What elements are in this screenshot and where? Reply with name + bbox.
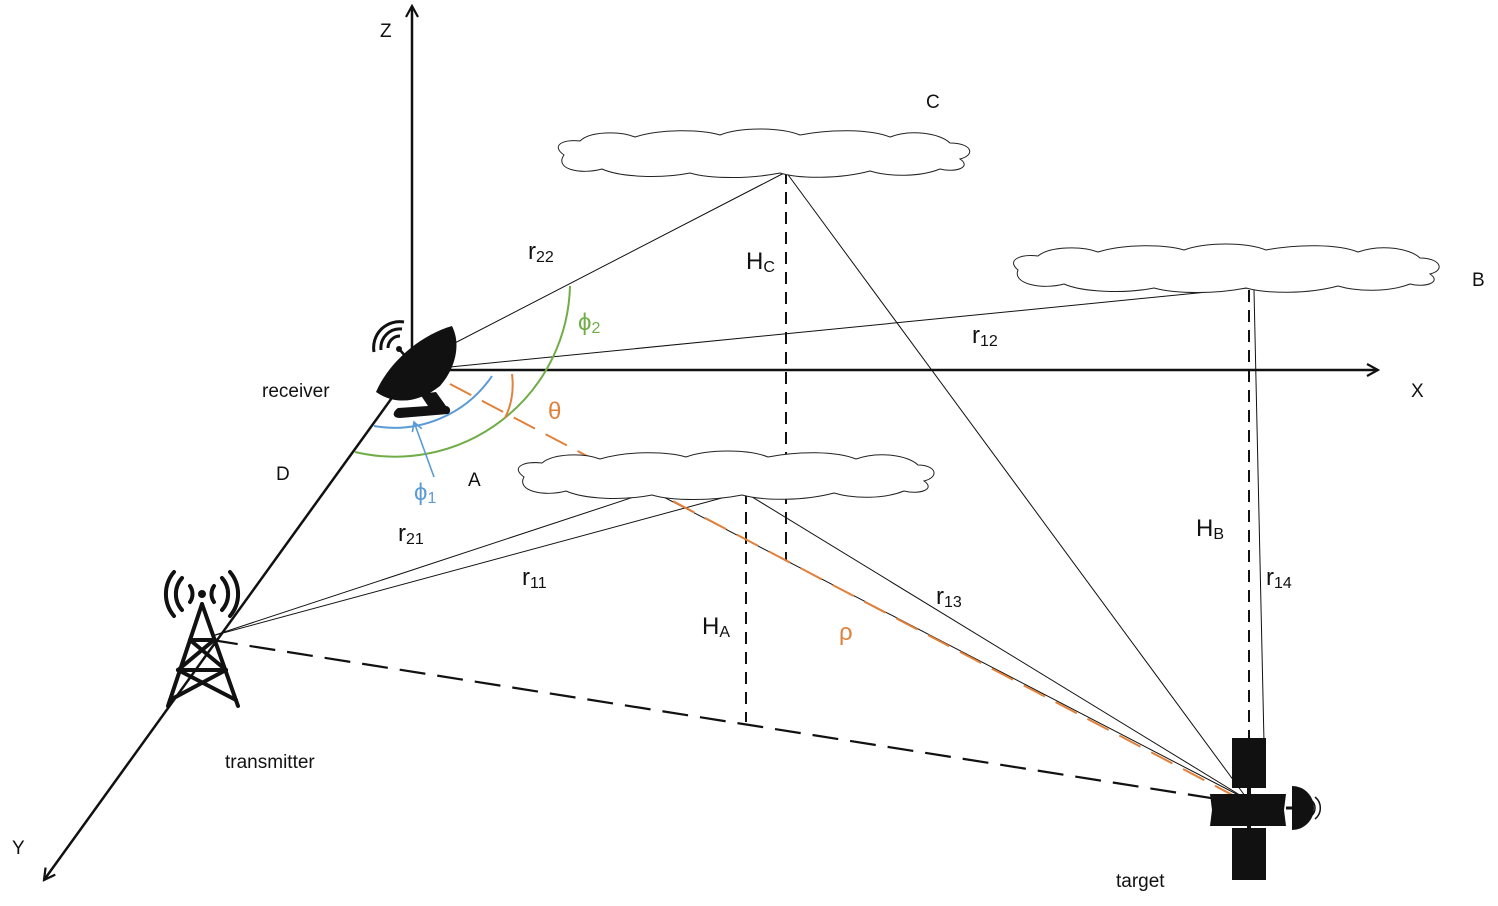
target-satellite-icon	[1210, 738, 1320, 880]
receiver-dish-icon	[374, 322, 457, 418]
rho-line	[450, 384, 1242, 800]
theta-label: θ	[548, 398, 561, 425]
line-r21	[212, 491, 652, 636]
line-a-target	[744, 492, 1248, 800]
line-r14	[1254, 290, 1264, 742]
line-r22	[418, 172, 786, 362]
target-label: target	[1116, 871, 1165, 892]
phi2-arc	[355, 286, 570, 457]
ha-label: HA	[702, 613, 730, 641]
cloud-b	[1014, 244, 1440, 293]
x-axis-label: X	[1411, 381, 1424, 402]
cloud-c-label: C	[926, 92, 940, 113]
y-axis	[44, 370, 412, 880]
hb-label: HB	[1196, 515, 1224, 543]
baseline-transmitter-target	[212, 640, 1236, 802]
phi2-label: ϕ2	[578, 309, 600, 337]
r21-label: r21	[398, 520, 424, 548]
cloud-c	[558, 129, 969, 178]
d-label: D	[276, 464, 290, 485]
cloud-a-label: A	[468, 470, 481, 491]
cloud-b-label: B	[1472, 270, 1485, 291]
transmitter-tower-icon	[166, 572, 238, 706]
cloud-a	[518, 451, 934, 500]
r22-label: r22	[528, 238, 554, 266]
r12-label: r12	[972, 322, 998, 350]
phi1-label: ϕ1	[414, 479, 436, 507]
rho-label: ρ	[839, 619, 853, 646]
line-r11	[212, 492, 744, 636]
receiver-label: receiver	[262, 381, 330, 402]
r14-label: r14	[1266, 564, 1292, 592]
phi1-pointer	[414, 422, 434, 477]
z-axis-label: Z	[380, 21, 392, 42]
r11-label: r11	[522, 564, 547, 592]
transmitter-label: transmitter	[225, 752, 315, 773]
y-axis-label: Y	[12, 838, 25, 859]
hc-label: HC	[746, 248, 775, 276]
r13-label: r13	[936, 583, 962, 611]
